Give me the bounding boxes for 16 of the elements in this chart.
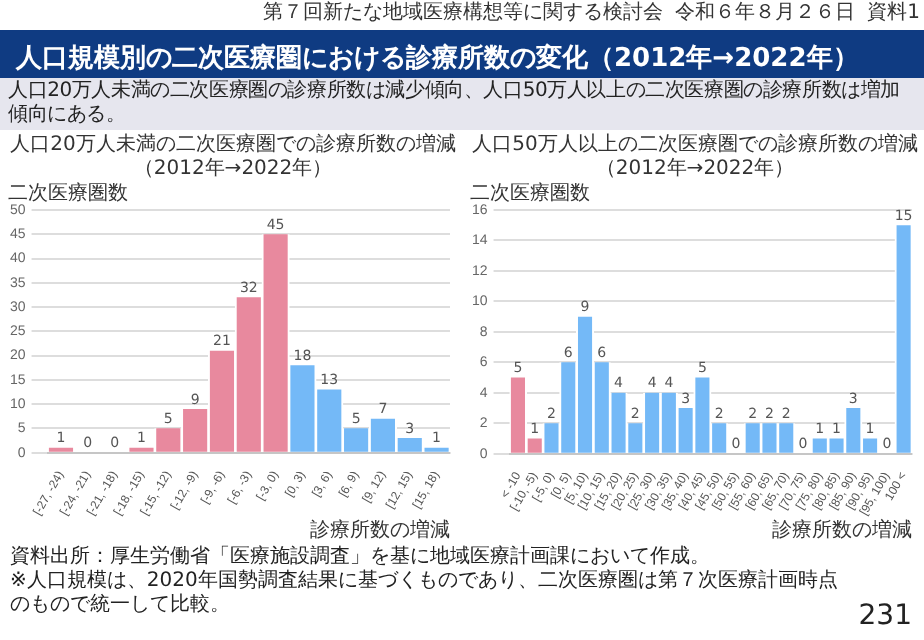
chart-title: 人口50万人以上の二次医療圏での診療所数の増減 — [472, 134, 918, 156]
text: 令和６年８月２６日 — [675, 2, 856, 24]
x-axis-title: 診療所数の増減 — [310, 517, 450, 542]
text: 資料1 — [867, 2, 920, 24]
y-axis-title: 二次医療圏数 — [8, 181, 128, 206]
text: 第７回新たな地域医療構想等に関する検討会 — [263, 2, 664, 24]
text: 231 — [858, 600, 912, 632]
text: 資料出所：厚生労働省「医療施設調査」を基に地域医療計画課において作成。 — [10, 546, 712, 569]
text: ※人口規模は、2020年国勢調査結果に基づくものであり、二次医療圏は第７次医療計画時点のもので統一して比較。 — [10, 570, 840, 618]
chart-title: 人口20万人未満の二次医療圏での診療所数の増減 — [10, 134, 456, 156]
chart-subtitle: （2012年→2022年） — [133, 158, 333, 180]
y-axis-title: 二次医療圏数 — [470, 181, 590, 206]
chart-subtitle: （2012年→2022年） — [595, 158, 795, 180]
x-axis-title: 診療所数の増減 — [772, 517, 912, 542]
text: 人口20万人未満の二次医療圏の診療所数は減少傾向、人口50万人以上の二次医療圏の診療所数は増加傾向にある。 — [0, 78, 924, 130]
text: 人口規模別の二次医療圏における診療所数の変化（2012年→2022年） — [16, 41, 859, 76]
